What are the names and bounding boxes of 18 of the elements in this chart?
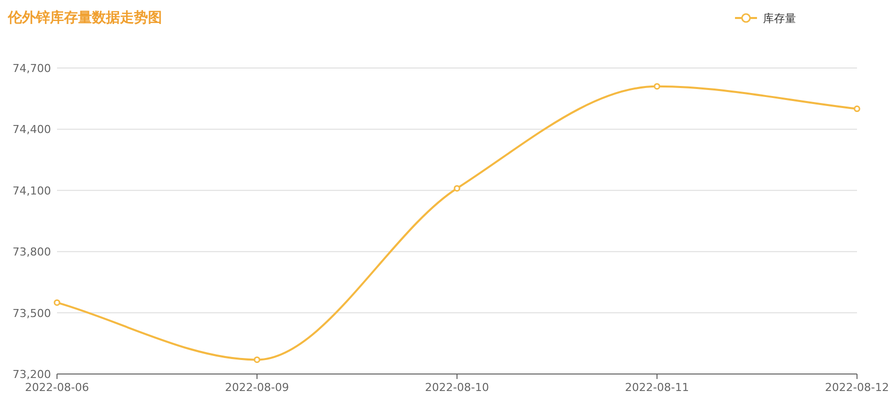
point — [854, 106, 860, 112]
y-tick-label: 74,700 — [12, 62, 51, 75]
x-tick-label: 2022-08-09 — [225, 381, 289, 394]
point — [454, 185, 460, 192]
x-tick-label: 2022-08-06 — [25, 381, 89, 394]
y-tick-label: 73,800 — [12, 246, 51, 259]
x-tick-label: 2022-08-11 — [625, 381, 689, 394]
point — [54, 299, 60, 306]
y-tick-label: 73,500 — [12, 306, 51, 320]
y-tick-label: 73,200 — [12, 368, 51, 381]
point — [654, 83, 660, 90]
legend-label: 库存量 — [763, 12, 796, 25]
x-tick-label: 2022-08-12 — [825, 381, 889, 394]
chart-title: 伦外锌库存量数据走势图 — [7, 9, 162, 26]
y-tick-label: 74,100 — [12, 184, 51, 198]
point — [254, 356, 260, 363]
x-tick-label: 2022-08-10 — [425, 381, 489, 394]
y-tick-label: 74,400 — [12, 123, 51, 136]
